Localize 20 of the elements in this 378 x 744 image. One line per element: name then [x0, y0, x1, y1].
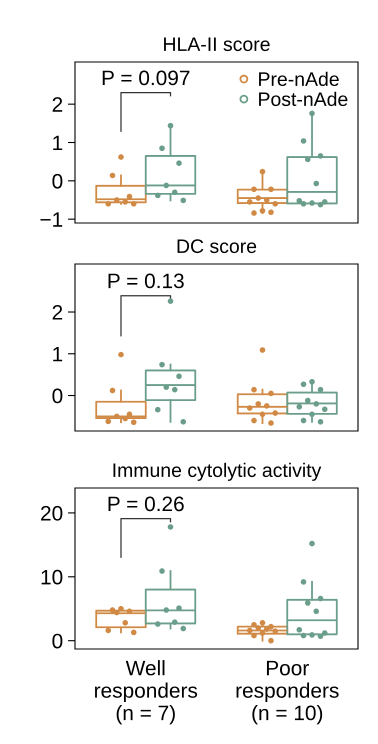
annotation: P = 0.097: [102, 70, 190, 86]
y-tick-label: 0: [52, 174, 62, 189]
y-tick-label: 2: [52, 97, 62, 112]
y-tick-label: 1: [53, 346, 62, 362]
y-tick-label: 1: [53, 136, 62, 150]
y-tick-label: 2: [52, 305, 62, 320]
y-tick-label: 0: [52, 634, 62, 648]
legend-label: Post-nAde: [259, 92, 348, 106]
chart-title: DC score: [178, 239, 256, 254]
y-tick-label: 0: [52, 388, 62, 404]
y-tick-label: 10: [42, 570, 62, 585]
y-tick-label: 20: [41, 506, 62, 521]
annotation: P = 0.26: [108, 496, 184, 512]
y-tick-label: −1: [40, 212, 62, 227]
annotation: P = 0.13: [108, 274, 184, 288]
x-tick-label: Poor responders (n = 10): [236, 660, 339, 724]
legend-label: Pre-nAde: [259, 72, 339, 86]
chart-title: HLA-II score: [164, 38, 270, 52]
chart-title: Immune cytolytic activity: [113, 462, 322, 481]
x-tick-label: Well responders (n = 7): [95, 660, 198, 724]
